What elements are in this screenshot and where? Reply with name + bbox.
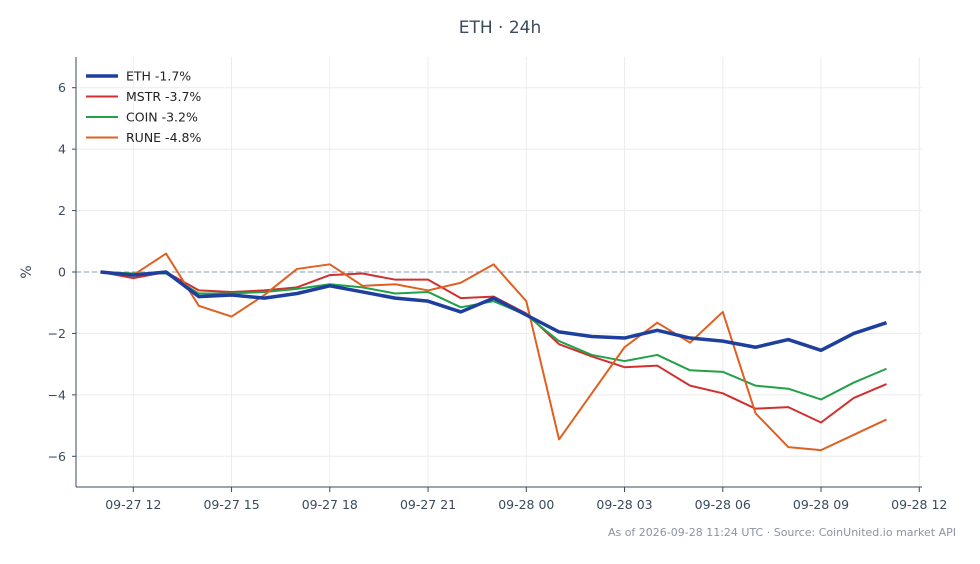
x-tick-label: 09-28 12 — [891, 497, 947, 512]
y-tick-label: 2 — [58, 203, 66, 218]
gridlines — [76, 57, 922, 487]
y-tick-label: −2 — [48, 326, 66, 341]
y-tick-labels: −6 −4 −2 0 2 4 6 — [48, 80, 66, 464]
y-tick-label: −4 — [48, 387, 66, 402]
legend-label: COIN -3.2% — [126, 110, 198, 125]
x-tick-label: 09-28 06 — [695, 497, 751, 512]
y-axis-label: % — [19, 265, 35, 278]
series-line-rune — [100, 252, 887, 452]
x-tick-label: 09-27 18 — [302, 497, 358, 512]
source-footnote: As of 2026-09-28 11:24 UTC · Source: Coi… — [607, 526, 956, 539]
legend-label: ETH -1.7% — [126, 69, 191, 84]
series-line-eth — [100, 270, 888, 353]
x-tick-label: 09-28 03 — [596, 497, 652, 512]
x-tick-label: 09-27 21 — [400, 497, 456, 512]
legend: ETH -1.7% MSTR -3.7% COIN -3.2% RUNE -4.8% — [86, 69, 201, 145]
y-tick-label: 4 — [58, 142, 66, 157]
legend-label: MSTR -3.7% — [126, 89, 201, 104]
x-tick-label: 09-28 00 — [498, 497, 554, 512]
chart-title: ETH · 24h — [458, 18, 542, 38]
x-tick-label: 09-28 09 — [793, 497, 849, 512]
y-tick-label: −6 — [48, 449, 66, 464]
y-tick-label: 6 — [58, 80, 66, 95]
y-tick-label: 0 — [58, 265, 66, 280]
x-tick-label: 09-27 12 — [105, 497, 161, 512]
x-tick-labels: 09-27 12 09-27 15 09-27 18 09-27 21 09-28 00… — [105, 497, 947, 512]
series-lines — [100, 252, 888, 452]
axes — [72, 57, 922, 492]
legend-label: RUNE -4.8% — [126, 130, 201, 145]
x-tick-label: 09-27 15 — [203, 497, 259, 512]
